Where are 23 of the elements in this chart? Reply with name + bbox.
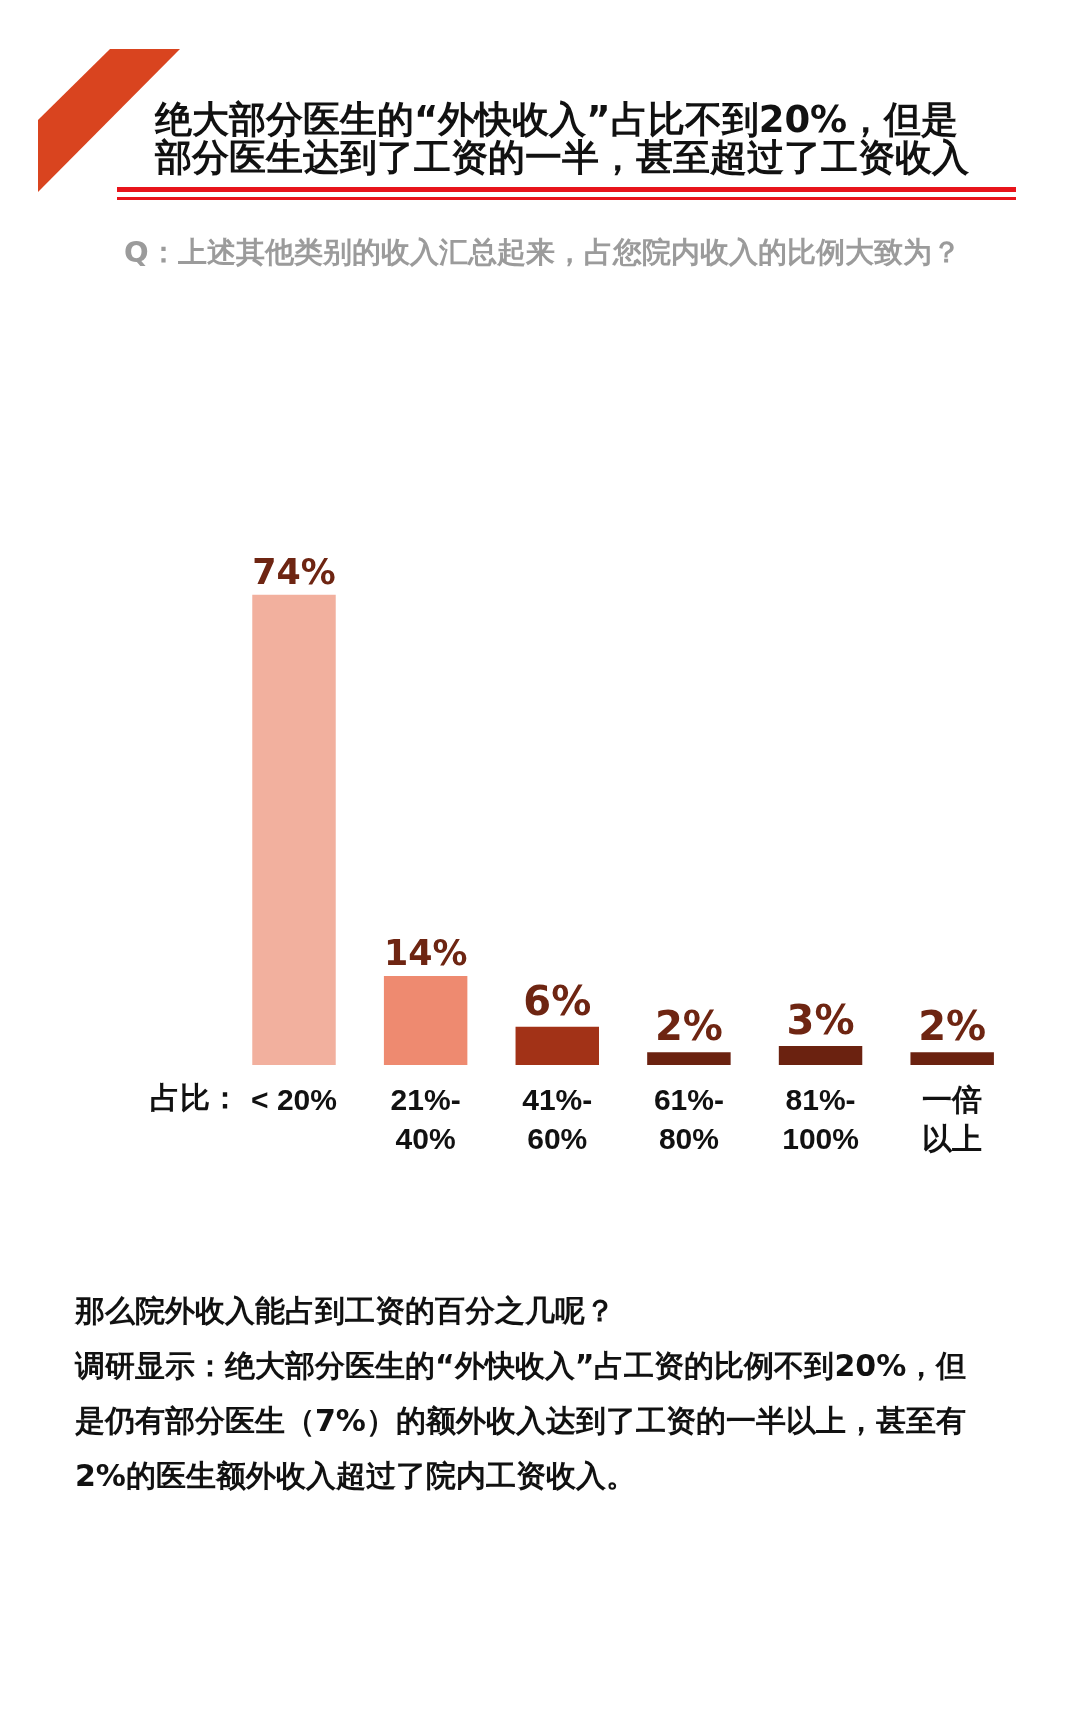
data-label: 6% [523, 977, 592, 1024]
x-tick-label: 81%-100% [782, 1083, 859, 1155]
data-label: 14% [383, 933, 468, 974]
chart-title: 绝大部分医生的“外快收入”占比不到20%，但是部分医生达到了工资的一半，甚至超过了工资收入 [155, 98, 970, 179]
data-label: 3% [786, 996, 855, 1043]
data-label: 2% [918, 1003, 987, 1050]
x-tick-label: 一倍以上 [922, 1083, 983, 1155]
data-label: 74% [252, 551, 336, 592]
bar [778, 1045, 863, 1065]
bar [910, 1052, 994, 1065]
bar [647, 1052, 731, 1065]
x-axis-title: 占比： [150, 1081, 240, 1114]
bar [383, 976, 468, 1065]
bar [252, 594, 336, 1065]
data-label: 2% [654, 1003, 723, 1050]
x-tick-label: 61%-80% [653, 1083, 724, 1155]
x-tick-label: 41%-60% [522, 1083, 593, 1155]
x-tick-label: 21%-40% [390, 1083, 461, 1155]
chart-subtitle: Q：上述其他类别的收入汇总起来，占您院内收入的比例大致为？ [124, 235, 961, 269]
bar [515, 1026, 599, 1065]
text: 那么院外收入能占到工资的百分之几呢？ [75, 1292, 616, 1330]
text: 调研显示：绝大部分医生的“外快收入”占工资的比例不到20%，但是仍有部分医生（7%）的额外收入达到了工资的一半以上，甚至有2%的医生额外收入超过了院内工资收入。 [75, 1347, 968, 1495]
x-tick-label: < 20% [251, 1083, 337, 1116]
